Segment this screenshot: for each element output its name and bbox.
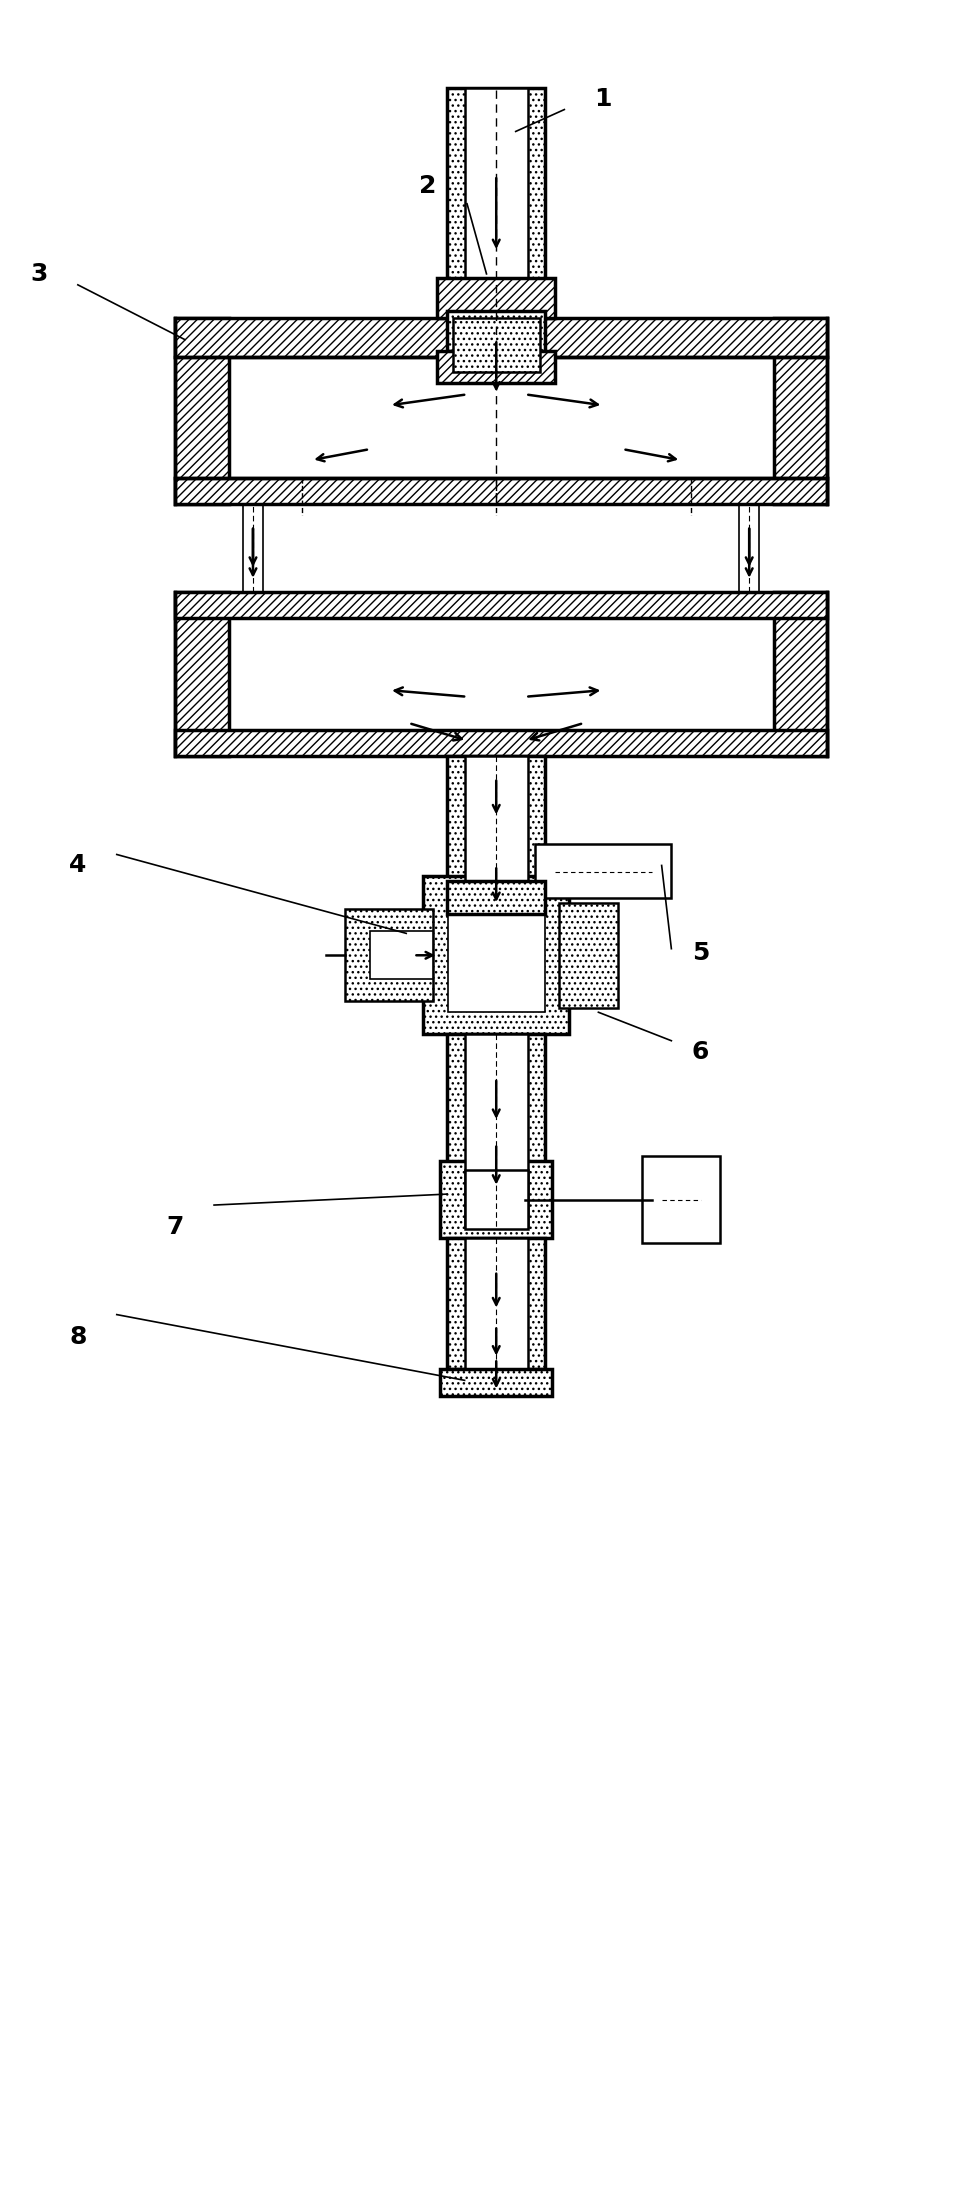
Text: 5: 5	[692, 942, 709, 964]
Text: 6: 6	[692, 1041, 709, 1063]
Bar	[370, 931, 433, 979]
Bar	[465, 1034, 527, 1227]
Text: 4: 4	[69, 854, 87, 876]
Bar	[448, 88, 545, 285]
Bar	[465, 756, 527, 881]
Bar	[453, 318, 539, 372]
Text: 8: 8	[69, 1326, 87, 1347]
Bar	[175, 592, 229, 756]
Bar	[175, 318, 827, 357]
Bar	[448, 756, 545, 881]
Bar	[175, 478, 827, 504]
Bar	[175, 318, 229, 504]
Bar	[175, 592, 827, 618]
Bar	[774, 592, 827, 756]
Bar	[438, 278, 555, 318]
Bar	[448, 311, 545, 351]
Bar	[438, 351, 555, 383]
Bar	[642, 1157, 720, 1244]
Bar	[448, 1034, 545, 1227]
Bar	[345, 909, 433, 1001]
Text: 1: 1	[595, 88, 612, 110]
Text: 3: 3	[30, 263, 48, 285]
Bar	[465, 1170, 527, 1229]
Text: 2: 2	[419, 175, 437, 197]
Bar	[175, 730, 827, 756]
Bar	[559, 903, 618, 1008]
Bar	[448, 1238, 545, 1369]
Bar	[440, 1369, 553, 1396]
Bar	[448, 881, 545, 914]
Bar	[465, 1238, 527, 1369]
Bar	[423, 876, 569, 1034]
Text: 7: 7	[166, 1216, 184, 1238]
Bar	[440, 1161, 553, 1238]
Bar	[535, 844, 671, 898]
Bar	[774, 318, 827, 504]
Bar	[448, 898, 545, 1012]
Bar	[465, 88, 527, 285]
Bar	[229, 344, 774, 478]
